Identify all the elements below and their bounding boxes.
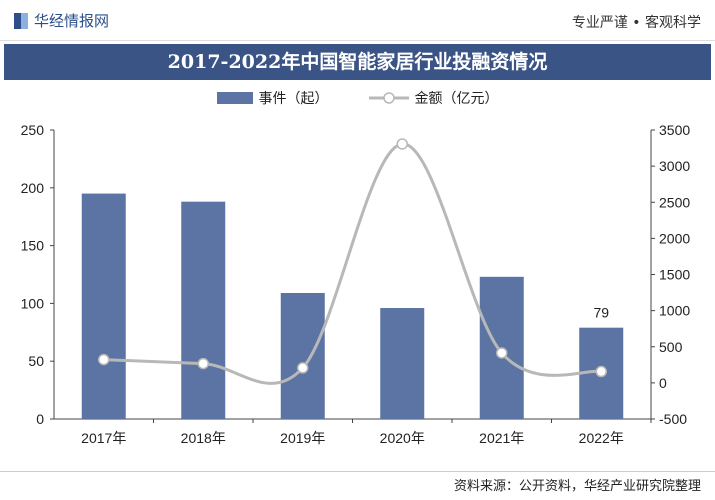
legend: 事件（起） 金额（亿元） bbox=[0, 88, 715, 108]
left-tick-label: 200 bbox=[21, 180, 45, 196]
brand-logo: 华经情报网 bbox=[14, 10, 109, 31]
right-tick-label: 3000 bbox=[659, 158, 690, 174]
line-point bbox=[297, 362, 309, 374]
left-tick-label: 100 bbox=[21, 295, 45, 311]
right-tick-label: 2000 bbox=[659, 230, 690, 246]
right-tick-label: -500 bbox=[659, 411, 687, 427]
right-tick-label: 2500 bbox=[659, 194, 690, 210]
x-tick-label: 2020年 bbox=[380, 430, 425, 446]
x-tick-label: 2021年 bbox=[479, 430, 524, 446]
legend-bar: 事件（起） bbox=[216, 88, 329, 108]
right-tick-label: 1500 bbox=[659, 267, 690, 283]
left-tick-label: 150 bbox=[21, 238, 45, 254]
brand-name: 华经情报网 bbox=[34, 12, 110, 30]
line-point bbox=[496, 347, 508, 359]
bar-swatch bbox=[216, 92, 253, 104]
x-tick-label: 2017年 bbox=[81, 430, 126, 446]
chart-title: 2017-2022年中国智能家居行业投融资情况 bbox=[4, 44, 711, 80]
line-swatch bbox=[368, 92, 409, 104]
bar bbox=[181, 201, 226, 419]
chart-area: 0 50 100 150 200 250 -500 0 500 1000 1500 2000 2500 3… bbox=[21, 122, 691, 446]
slogan: 专业严谨 • 客观科学 bbox=[571, 15, 701, 31]
line-point bbox=[595, 365, 607, 378]
left-tick-label: 50 bbox=[28, 353, 44, 369]
x-tick-label: 2022年 bbox=[579, 430, 624, 446]
logo-icon bbox=[14, 12, 28, 29]
left-tick-label: 0 bbox=[36, 411, 44, 427]
line-point bbox=[98, 353, 110, 366]
right-tick-label: 0 bbox=[659, 375, 667, 391]
right-tick-label: 500 bbox=[659, 339, 683, 355]
source-note: 资料来源：公开资料，华经产业研究院整理 bbox=[453, 479, 701, 494]
line-point bbox=[197, 357, 209, 370]
right-tick-label: 1000 bbox=[659, 303, 690, 319]
x-tick-label: 2019年 bbox=[280, 430, 325, 446]
bar bbox=[81, 193, 126, 419]
legend-line: 金额（亿元） bbox=[368, 88, 499, 108]
amount-line bbox=[103, 142, 602, 385]
right-tick-label: 3500 bbox=[659, 122, 690, 138]
data-label: 79 bbox=[593, 305, 609, 321]
bar bbox=[280, 292, 325, 419]
left-tick-label: 250 bbox=[21, 122, 45, 138]
header-bar: 华经情报网 专业严谨 • 客观科学 bbox=[0, 0, 715, 41]
bar bbox=[380, 308, 425, 419]
divider bbox=[0, 471, 715, 472]
line-point bbox=[396, 138, 408, 150]
x-tick-label: 2018年 bbox=[181, 430, 226, 446]
